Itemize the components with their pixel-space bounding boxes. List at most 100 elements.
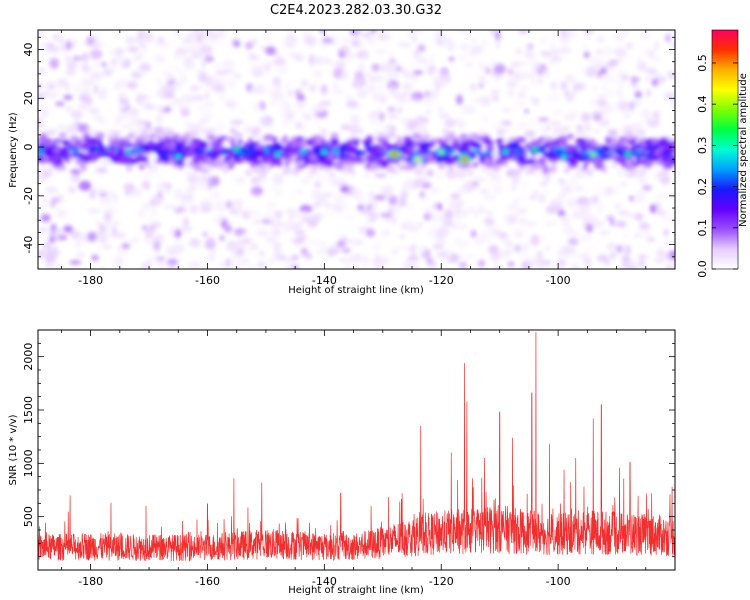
- noise-blob: [539, 181, 548, 187]
- noise-blob: [656, 193, 666, 200]
- noise-blob: [583, 30, 594, 35]
- noise-blob: [189, 260, 201, 269]
- noise-blob: [437, 202, 443, 211]
- noise-blob: [144, 180, 150, 191]
- noise-blob: [81, 52, 89, 61]
- noise-blob: [290, 255, 299, 261]
- x-tick-label: -140: [312, 274, 337, 287]
- noise-blob: [294, 89, 303, 98]
- noise-blob: [468, 207, 476, 213]
- band-blob: [202, 144, 208, 149]
- y-tick-label: 2000: [22, 343, 35, 371]
- noise-blob: [168, 262, 175, 269]
- noise-blob: [208, 31, 220, 40]
- noise-blob: [515, 48, 522, 56]
- noise-blob: [126, 45, 135, 51]
- noise-blob: [95, 115, 104, 122]
- colorbar-ticks: 0.0 0.1 0.2 0.3 0.4 0.5: [696, 54, 738, 278]
- noise-blob: [506, 81, 519, 88]
- noise-blob: [447, 202, 460, 210]
- noise-blob: [471, 37, 476, 47]
- noise-blob: [40, 90, 51, 98]
- noise-blob: [268, 83, 275, 92]
- noise-blob: [302, 30, 312, 38]
- noise-blob: [359, 191, 364, 200]
- band-blob: [483, 140, 494, 145]
- band-blob: [420, 164, 426, 169]
- band-blob: [632, 138, 637, 145]
- hotspot: [461, 157, 468, 162]
- noise-blob: [175, 54, 185, 59]
- band-blob: [222, 167, 229, 173]
- band-blob: [353, 138, 361, 143]
- noise-blob: [249, 211, 261, 216]
- noise-blob: [411, 91, 424, 101]
- noise-blob: [98, 266, 106, 269]
- noise-blob: [604, 46, 613, 57]
- band-blob: [334, 160, 344, 167]
- noise-blob: [636, 172, 643, 181]
- noise-blob: [326, 208, 334, 220]
- noise-blob: [208, 253, 215, 263]
- band-blob: [455, 143, 463, 148]
- noise-blob: [140, 173, 153, 179]
- band-blob: [319, 165, 324, 169]
- hotspot: [175, 154, 182, 159]
- noise-blob: [401, 62, 406, 71]
- noise-blob: [524, 130, 536, 139]
- noise-blob: [120, 57, 127, 66]
- noise-blob: [192, 30, 202, 34]
- band-blob: [389, 145, 394, 151]
- noise-blob: [634, 194, 644, 205]
- noise-blob: [205, 89, 210, 101]
- band-blob: [635, 130, 647, 135]
- noise-blob: [596, 202, 606, 214]
- band-blob: [375, 146, 384, 154]
- noise-blob: [301, 113, 308, 119]
- noise-blob: [417, 121, 423, 129]
- noise-blob: [155, 54, 166, 64]
- noise-blob: [495, 31, 501, 41]
- band-blob: [157, 149, 162, 157]
- noise-blob: [402, 181, 409, 192]
- band-blob: [287, 150, 296, 157]
- band-blob: [340, 124, 352, 131]
- band-blob: [394, 141, 405, 147]
- noise-blob: [557, 209, 566, 217]
- noise-blob: [506, 205, 518, 210]
- band-blob: [53, 138, 63, 143]
- spectrogram-y-axis-label: Frequency (Hz): [8, 112, 19, 188]
- noise-blob: [381, 230, 391, 236]
- noise-blob: [387, 206, 395, 214]
- x-tick-label: -160: [195, 274, 220, 287]
- noise-blob: [423, 63, 430, 74]
- noise-blob: [340, 185, 350, 193]
- noise-blob: [98, 89, 107, 100]
- noise-blob: [446, 253, 460, 263]
- noise-blob: [429, 213, 437, 221]
- noise-blob: [329, 61, 341, 67]
- noise-blob: [272, 76, 281, 87]
- noise-blob: [75, 242, 82, 248]
- spectrogram-plot-area: [38, 30, 675, 269]
- hotspot: [391, 152, 398, 157]
- band-blob: [302, 158, 310, 165]
- noise-blob: [286, 81, 291, 90]
- noise-blob: [265, 46, 277, 56]
- band-blob: [171, 133, 180, 139]
- noise-blob: [225, 200, 233, 209]
- noise-blob: [589, 100, 598, 105]
- noise-blob: [463, 62, 474, 67]
- noise-blob: [552, 110, 564, 115]
- noise-blob: [511, 177, 521, 183]
- hotspot: [321, 149, 328, 154]
- band-blob: [599, 150, 606, 157]
- noise-blob: [310, 85, 316, 94]
- band-blob: [581, 166, 588, 171]
- noise-blob: [40, 213, 51, 223]
- noise-blob: [218, 205, 224, 213]
- noise-blob: [274, 84, 283, 92]
- band-blob: [111, 131, 122, 136]
- noise-blob: [309, 44, 315, 49]
- noise-blob: [450, 245, 456, 252]
